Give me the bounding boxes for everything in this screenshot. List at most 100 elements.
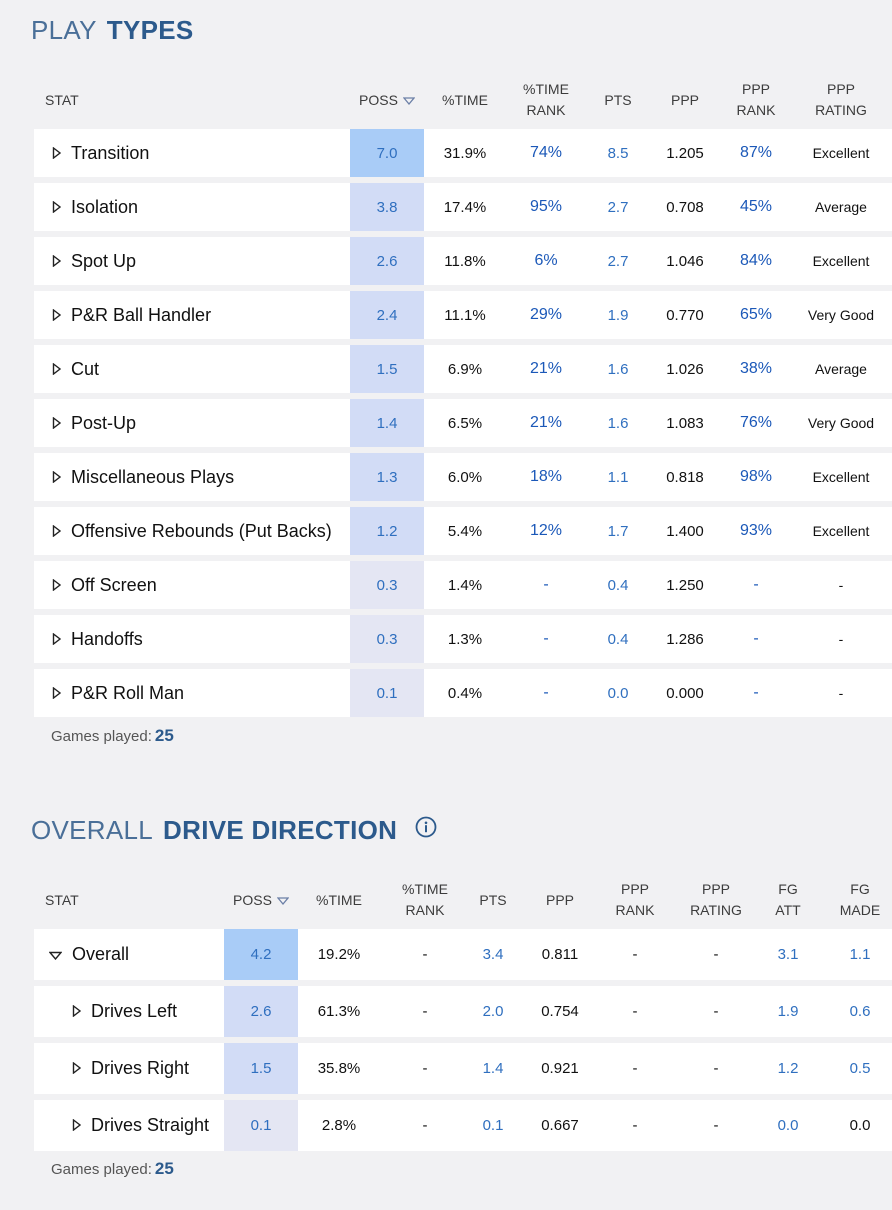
expand-right-icon[interactable] [52, 197, 62, 218]
pct-time-value: 31.9% [443, 144, 487, 162]
expand-right-icon[interactable] [72, 1058, 82, 1079]
drive-direction-name[interactable]: Drives Right [72, 1043, 252, 1094]
table-row[interactable]: Drives Left 2.6 61.3% - 2.0 0.754 - - 1.9 0.6 [34, 986, 892, 1037]
ppp-rank-value: 98% [739, 468, 773, 485]
header-pct-time-rank[interactable]: %TIME RANK [523, 81, 569, 118]
play-type-name[interactable]: P&R Roll Man [52, 669, 352, 717]
ppp-rank-value: 38% [739, 360, 773, 377]
pct-time-value: 11.8% [444, 252, 486, 270]
play-type-name[interactable]: Miscellaneous Plays [52, 453, 352, 501]
pct-time-rank-value: - [422, 946, 428, 963]
info-circle-icon[interactable] [415, 814, 437, 845]
table-row[interactable]: Post-Up 1.4 6.5% 21% 1.6 1.083 76% Very Good [34, 399, 892, 447]
pts-value: 2.0 [482, 1003, 504, 1020]
header-ppp[interactable]: PPP [670, 91, 699, 108]
pct-time-value: 2.8% [321, 1117, 357, 1134]
expand-right-icon[interactable] [52, 143, 62, 164]
drive-direction-name[interactable]: Drives Left [72, 986, 252, 1037]
poss-value: 0.3 [350, 615, 424, 663]
collapse-down-icon[interactable] [48, 944, 63, 965]
table-row[interactable]: Drives Straight 0.1 2.8% -0.1 0.667- -0.0 0.0 [34, 1100, 892, 1151]
expand-right-icon[interactable] [72, 1115, 82, 1136]
play-type-name[interactable]: Handoffs [52, 615, 352, 663]
expand-right-icon[interactable] [52, 629, 62, 650]
ppp-value: 0.708 [666, 198, 704, 216]
play-types-header-row: STAT POSS %TIME %TIME RANK PTS PPP PPP RAN… [34, 70, 892, 130]
table-row[interactable]: Offensive Rebounds (Put Backs) 1.2 5.4% 12%… [34, 507, 892, 555]
expand-right-icon[interactable] [52, 521, 62, 542]
table-row[interactable]: Off Screen 0.3 1.4% - 0.4 1.250 - - [34, 561, 892, 609]
ppp-rating-value: Excellent [812, 469, 870, 485]
ppp-value: 1.286 [666, 630, 704, 648]
poss-value: 1.4 [350, 399, 424, 447]
play-type-name[interactable]: P&R Ball Handler [52, 291, 352, 339]
poss-value: 1.5 [224, 1043, 298, 1094]
header-stat: STAT [45, 91, 79, 108]
table-row[interactable]: Spot Up 2.6 11.8% 6% 2.7 1.046 84% Excellent [34, 237, 892, 285]
pct-time-rank-value: 12% [529, 522, 563, 539]
poss-value: 1.3 [350, 453, 424, 501]
drive-direction-title: OVERALL DRIVE DIRECTION [31, 815, 437, 846]
table-row[interactable]: Handoffs 0.3 1.3% - 0.4 1.286 - - [34, 615, 892, 663]
drive-direction-name[interactable]: Drives Straight [72, 1100, 252, 1151]
expand-right-icon[interactable] [72, 1001, 82, 1022]
pts-value: 0.1 [482, 1117, 504, 1134]
header-ppp[interactable]: PPP [545, 891, 574, 908]
header-pct-time[interactable]: %TIME [442, 91, 488, 108]
pts-value: 0.4 [607, 630, 629, 648]
play-type-name[interactable]: Off Screen [52, 561, 352, 609]
table-row[interactable]: Overall 4.2 19.2% - 3.4 0.811 - - 3.1 1.1 [34, 929, 892, 980]
play-type-name[interactable]: Isolation [52, 183, 352, 231]
expand-right-icon[interactable] [52, 413, 62, 434]
header-pts[interactable]: PTS [479, 891, 507, 908]
poss-value: 4.2 [224, 929, 298, 980]
header-pct-time[interactable]: %TIME [316, 891, 362, 908]
expand-right-icon[interactable] [52, 251, 62, 272]
ppp-value: 0.667 [541, 1117, 579, 1134]
ppp-rating-value: Average [815, 361, 867, 377]
drive-direction-name[interactable]: Overall [48, 929, 229, 980]
expand-right-icon[interactable] [52, 575, 62, 596]
table-row[interactable]: Isolation 3.8 17.4% 95% 2.7 0.708 45% Average [34, 183, 892, 231]
pts-value: 2.7 [607, 252, 629, 270]
table-row[interactable]: Drives Right 1.5 35.8% - 1.4 0.921 - - 1.2 0.5 [34, 1043, 892, 1094]
header-poss[interactable]: POSS [224, 870, 298, 930]
table-row[interactable]: Transition 7.0 31.9% 74% 8.5 1.205 87% Excellen… [34, 129, 892, 177]
pct-time-rank-value: - [543, 630, 549, 647]
poss-value: 3.8 [350, 183, 424, 231]
fg-made-value: 0.0 [849, 1117, 871, 1134]
ppp-rank-value: - [632, 1003, 638, 1020]
header-ppp-rank[interactable]: PPP RANK [615, 881, 655, 918]
ppp-rating-value: Excellent [812, 523, 870, 539]
header-ppp-rating[interactable]: PPP RATING [690, 881, 742, 918]
expand-right-icon[interactable] [52, 305, 62, 326]
pct-time-rank-value: - [422, 1060, 428, 1077]
fg-made-value: 0.6 [849, 1003, 871, 1020]
table-row[interactable]: Cut 1.5 6.9% 21% 1.6 1.026 38% Average [34, 345, 892, 393]
pct-time-value: 1.4% [447, 576, 483, 594]
table-row[interactable]: P&R Roll Man 0.1 0.4% - 0.0 0.000 - - [34, 669, 892, 717]
expand-right-icon[interactable] [52, 467, 62, 488]
header-poss[interactable]: POSS [350, 70, 424, 130]
header-pct-time-rank[interactable]: %TIME RANK [402, 881, 448, 918]
expand-right-icon[interactable] [52, 683, 62, 704]
pct-time-value: 6.0% [447, 468, 483, 486]
play-type-name[interactable]: Offensive Rebounds (Put Backs) [52, 507, 352, 555]
ppp-rating-value: - [713, 1003, 719, 1020]
expand-right-icon[interactable] [52, 359, 62, 380]
play-type-name[interactable]: Transition [52, 129, 352, 177]
table-row[interactable]: P&R Ball Handler 2.4 11.1% 29% 1.9 0.770 65% Ve… [34, 291, 892, 339]
header-ppp-rating[interactable]: PPP RATING [815, 81, 867, 118]
ppp-rating-value: Excellent [812, 253, 870, 269]
pts-value: 1.9 [607, 306, 629, 324]
header-pts[interactable]: PTS [604, 91, 632, 108]
play-type-name[interactable]: Post-Up [52, 399, 352, 447]
pct-time-value: 0.4% [447, 684, 483, 702]
header-ppp-rank[interactable]: PPP RANK [736, 81, 776, 118]
pct-time-value: 61.3% [317, 1003, 361, 1020]
play-type-name[interactable]: Spot Up [52, 237, 352, 285]
header-fg-made[interactable]: FG MADE [839, 881, 881, 918]
header-fg-att[interactable]: FG ATT [775, 881, 801, 918]
play-type-name[interactable]: Cut [52, 345, 352, 393]
table-row[interactable]: Miscellaneous Plays 1.3 6.0% 18% 1.1 0.818 98%… [34, 453, 892, 501]
